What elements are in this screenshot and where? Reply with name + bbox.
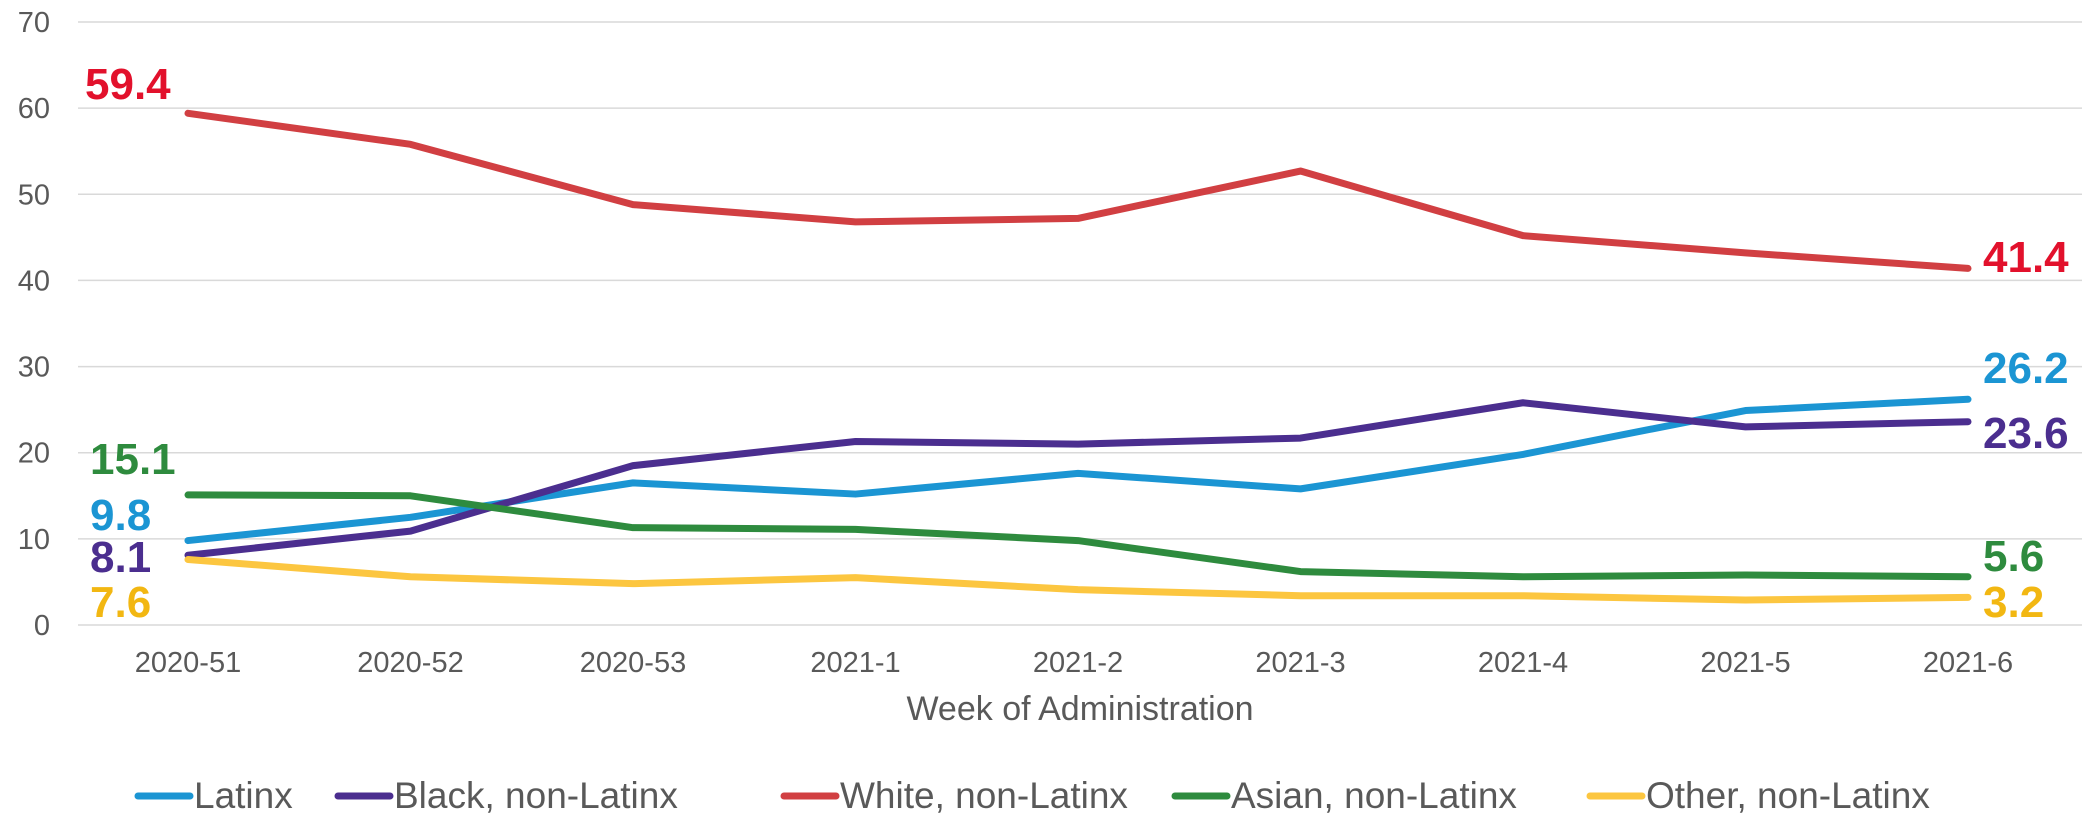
series-line-2 <box>184 109 1972 272</box>
y-tick-label: 10 <box>18 524 50 556</box>
data-labels: 59.4 41.4 15.1 9.88.17.6 26.2 23.6 5.63.2 <box>85 60 2069 627</box>
y-tick-label: 0 <box>34 610 50 642</box>
legend-label: Latinx <box>194 775 293 815</box>
legend-label: White, non-Latinx <box>840 775 1128 815</box>
series-line-4 <box>184 556 1972 604</box>
data-label: 9.8 <box>90 491 151 540</box>
legend-label: Other, non-Latinx <box>1646 775 1930 815</box>
data-label: 8.1 <box>90 533 151 582</box>
y-axis-tick-labels: 0 10 20 30 40 50 60 70 <box>18 7 50 642</box>
x-tick-label: 2021-6 <box>1923 647 2013 679</box>
x-axis-title: Week of Administration <box>906 690 1253 728</box>
legend-label: Asian, non-Latinx <box>1231 775 1517 815</box>
y-tick-label: 30 <box>18 352 50 384</box>
data-label: 7.6 <box>90 578 151 627</box>
data-label: 3.2 <box>1983 578 2044 627</box>
series-line-3 <box>184 491 1972 581</box>
y-tick-label: 40 <box>18 265 50 297</box>
x-tick-label: 2021-5 <box>1700 647 1790 679</box>
data-label: 23.6 <box>1983 409 2069 458</box>
legend-label: Black, non-Latinx <box>394 775 678 815</box>
x-tick-label: 2021-4 <box>1478 647 1568 679</box>
x-tick-label: 2021-1 <box>810 647 900 679</box>
data-label: 26.2 <box>1983 344 2069 393</box>
x-axis-tick-labels: 2020-51 2020-52 2020-53 2021-1 2021-2 2021-3 2… <box>135 647 2013 679</box>
series-lines <box>184 109 1972 604</box>
y-tick-label: 70 <box>18 7 50 39</box>
x-tick-label: 2020-51 <box>135 647 241 679</box>
x-tick-label: 2020-53 <box>580 647 686 679</box>
gridlines <box>78 21 2082 626</box>
data-label: 5.6 <box>1983 532 2044 581</box>
y-tick-label: 60 <box>18 93 50 125</box>
data-label: 15.1 <box>90 435 176 484</box>
series-line-1 <box>184 399 1972 559</box>
y-tick-label: 20 <box>18 438 50 470</box>
x-tick-label: 2021-3 <box>1255 647 1345 679</box>
data-label: 59.4 <box>85 60 171 109</box>
x-tick-label: 2021-2 <box>1033 647 1123 679</box>
x-tick-label: 2020-52 <box>357 647 463 679</box>
legend: Latinx Black, non-Latinx White, non-Latinx… <box>134 775 1930 815</box>
data-label: 41.4 <box>1983 233 2069 282</box>
y-tick-label: 50 <box>18 179 50 211</box>
